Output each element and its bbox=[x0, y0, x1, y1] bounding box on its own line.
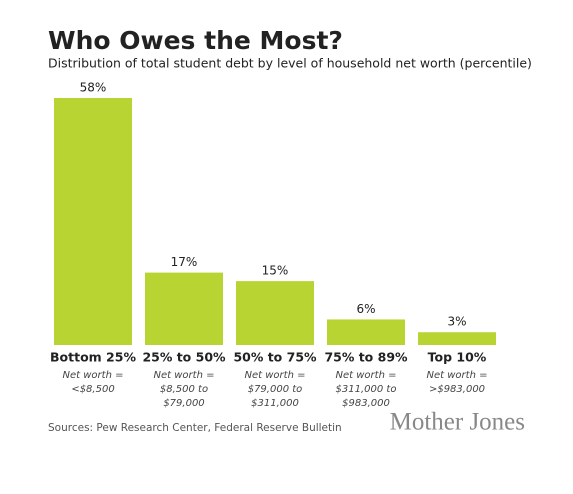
bar bbox=[145, 272, 223, 345]
value-label: 15% bbox=[262, 264, 289, 278]
category-note: >$983,000 bbox=[429, 384, 485, 395]
category-label: 25% to 50% bbox=[142, 350, 226, 365]
value-label: 3% bbox=[447, 315, 466, 329]
category-label: 50% to 75% bbox=[233, 350, 317, 365]
category-note: $311,000 bbox=[251, 398, 299, 409]
category-note: $79,000 bbox=[163, 398, 204, 409]
value-label: 6% bbox=[356, 302, 375, 316]
value-label: 17% bbox=[171, 255, 198, 269]
category-note: $79,000 to bbox=[248, 384, 303, 395]
value-label: 58% bbox=[80, 81, 107, 95]
category-note: Net worth = bbox=[63, 370, 124, 381]
brand: Mother Jones bbox=[390, 409, 525, 436]
chart-title: Who Owes the Most? bbox=[48, 26, 343, 55]
category-note: Net worth = bbox=[245, 370, 306, 381]
source: Sources: Pew Research Center, Federal Re… bbox=[48, 422, 342, 434]
category-note: Net worth = bbox=[427, 370, 488, 381]
category-note: <$8,500 bbox=[71, 384, 114, 395]
bar bbox=[418, 332, 496, 345]
bar bbox=[236, 281, 314, 345]
category-note: $8,500 to bbox=[160, 384, 208, 395]
category-label: Top 10% bbox=[428, 350, 487, 365]
category-note: $983,000 bbox=[342, 398, 390, 409]
bar bbox=[327, 319, 405, 345]
category-note: Net worth = bbox=[336, 370, 397, 381]
chart-subtitle: Distribution of total student debt by le… bbox=[48, 56, 532, 71]
category-note: $311,000 to bbox=[336, 384, 397, 395]
category-label: 75% to 89% bbox=[324, 350, 408, 365]
category-label: Bottom 25% bbox=[50, 350, 136, 365]
bar bbox=[54, 98, 132, 345]
category-note: Net worth = bbox=[154, 370, 215, 381]
